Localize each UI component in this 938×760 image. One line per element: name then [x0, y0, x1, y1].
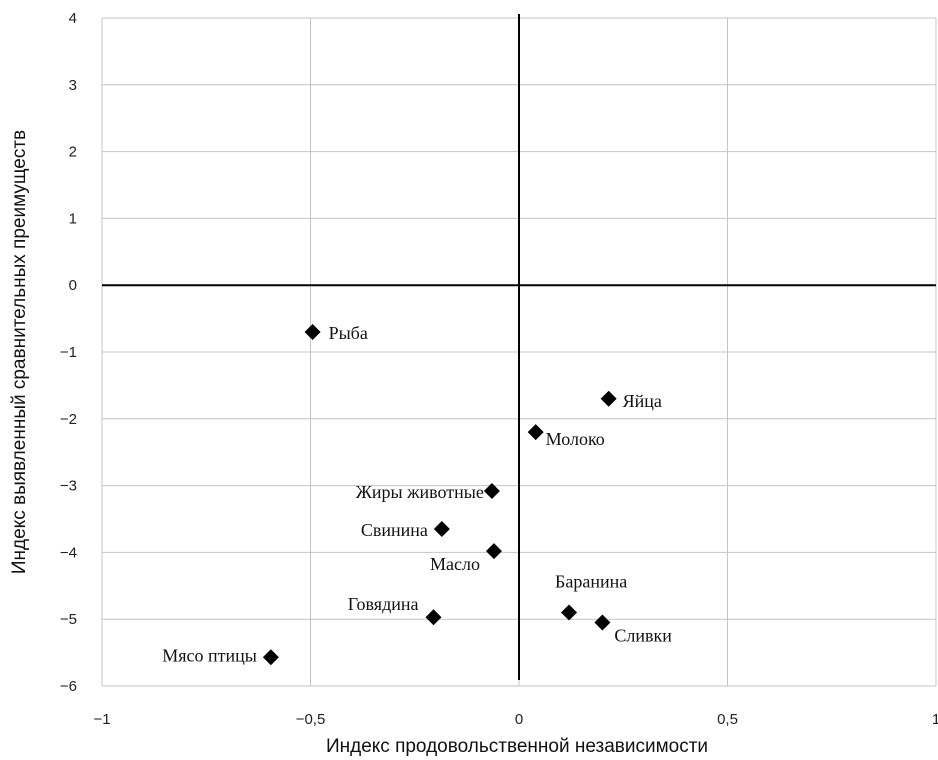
data-points	[262, 323, 617, 666]
y-tick-label: 0	[69, 277, 77, 294]
y-tick-label: 1	[69, 210, 77, 227]
x-tick-label: −1	[93, 711, 110, 728]
y-tick-label: 4	[69, 10, 77, 27]
data-point	[485, 543, 502, 560]
tick-labels: −6 −5 −4 −3 −2 −1 0 1 2 3 4 −1 −0,5 0 0,5 1	[60, 10, 938, 728]
data-point	[600, 390, 617, 407]
data-point	[304, 323, 321, 340]
y-tick-label: −6	[60, 678, 77, 695]
data-label: Яйца	[623, 391, 662, 411]
y-tick-label: 2	[69, 144, 77, 161]
y-tick-label: −1	[60, 344, 77, 361]
data-point	[594, 614, 611, 631]
data-point	[262, 649, 279, 666]
data-point	[561, 604, 578, 621]
y-axis-title: Индекс выявленный сравнительных преимуще…	[9, 130, 30, 574]
y-tick-label: −5	[60, 611, 77, 628]
data-label: Масло	[430, 554, 480, 574]
data-label: Говядина	[348, 594, 419, 614]
data-label: Молоко	[546, 429, 605, 449]
data-label: Мясо птицы	[162, 645, 257, 665]
y-tick-label: −4	[60, 544, 77, 561]
data-label: Жиры животные	[356, 482, 484, 502]
y-tick-label: −3	[60, 478, 77, 495]
x-tick-label: −0,5	[296, 711, 326, 728]
x-tick-label: 0,5	[717, 711, 738, 728]
y-tick-label: 3	[69, 77, 77, 94]
data-label: Сливки	[614, 626, 672, 646]
y-tick-label: −2	[60, 411, 77, 428]
data-point	[483, 482, 500, 499]
axes	[102, 14, 936, 680]
x-tick-label: 0	[515, 711, 523, 728]
data-label: Баранина	[555, 572, 627, 592]
data-label: Рыба	[329, 323, 368, 343]
x-axis-title: Индекс продовольственной независимости	[326, 736, 708, 757]
data-point	[527, 424, 544, 441]
data-label: Свинина	[361, 520, 428, 540]
data-point	[433, 521, 450, 538]
data-point	[425, 609, 442, 626]
x-tick-label: 1	[932, 711, 938, 728]
